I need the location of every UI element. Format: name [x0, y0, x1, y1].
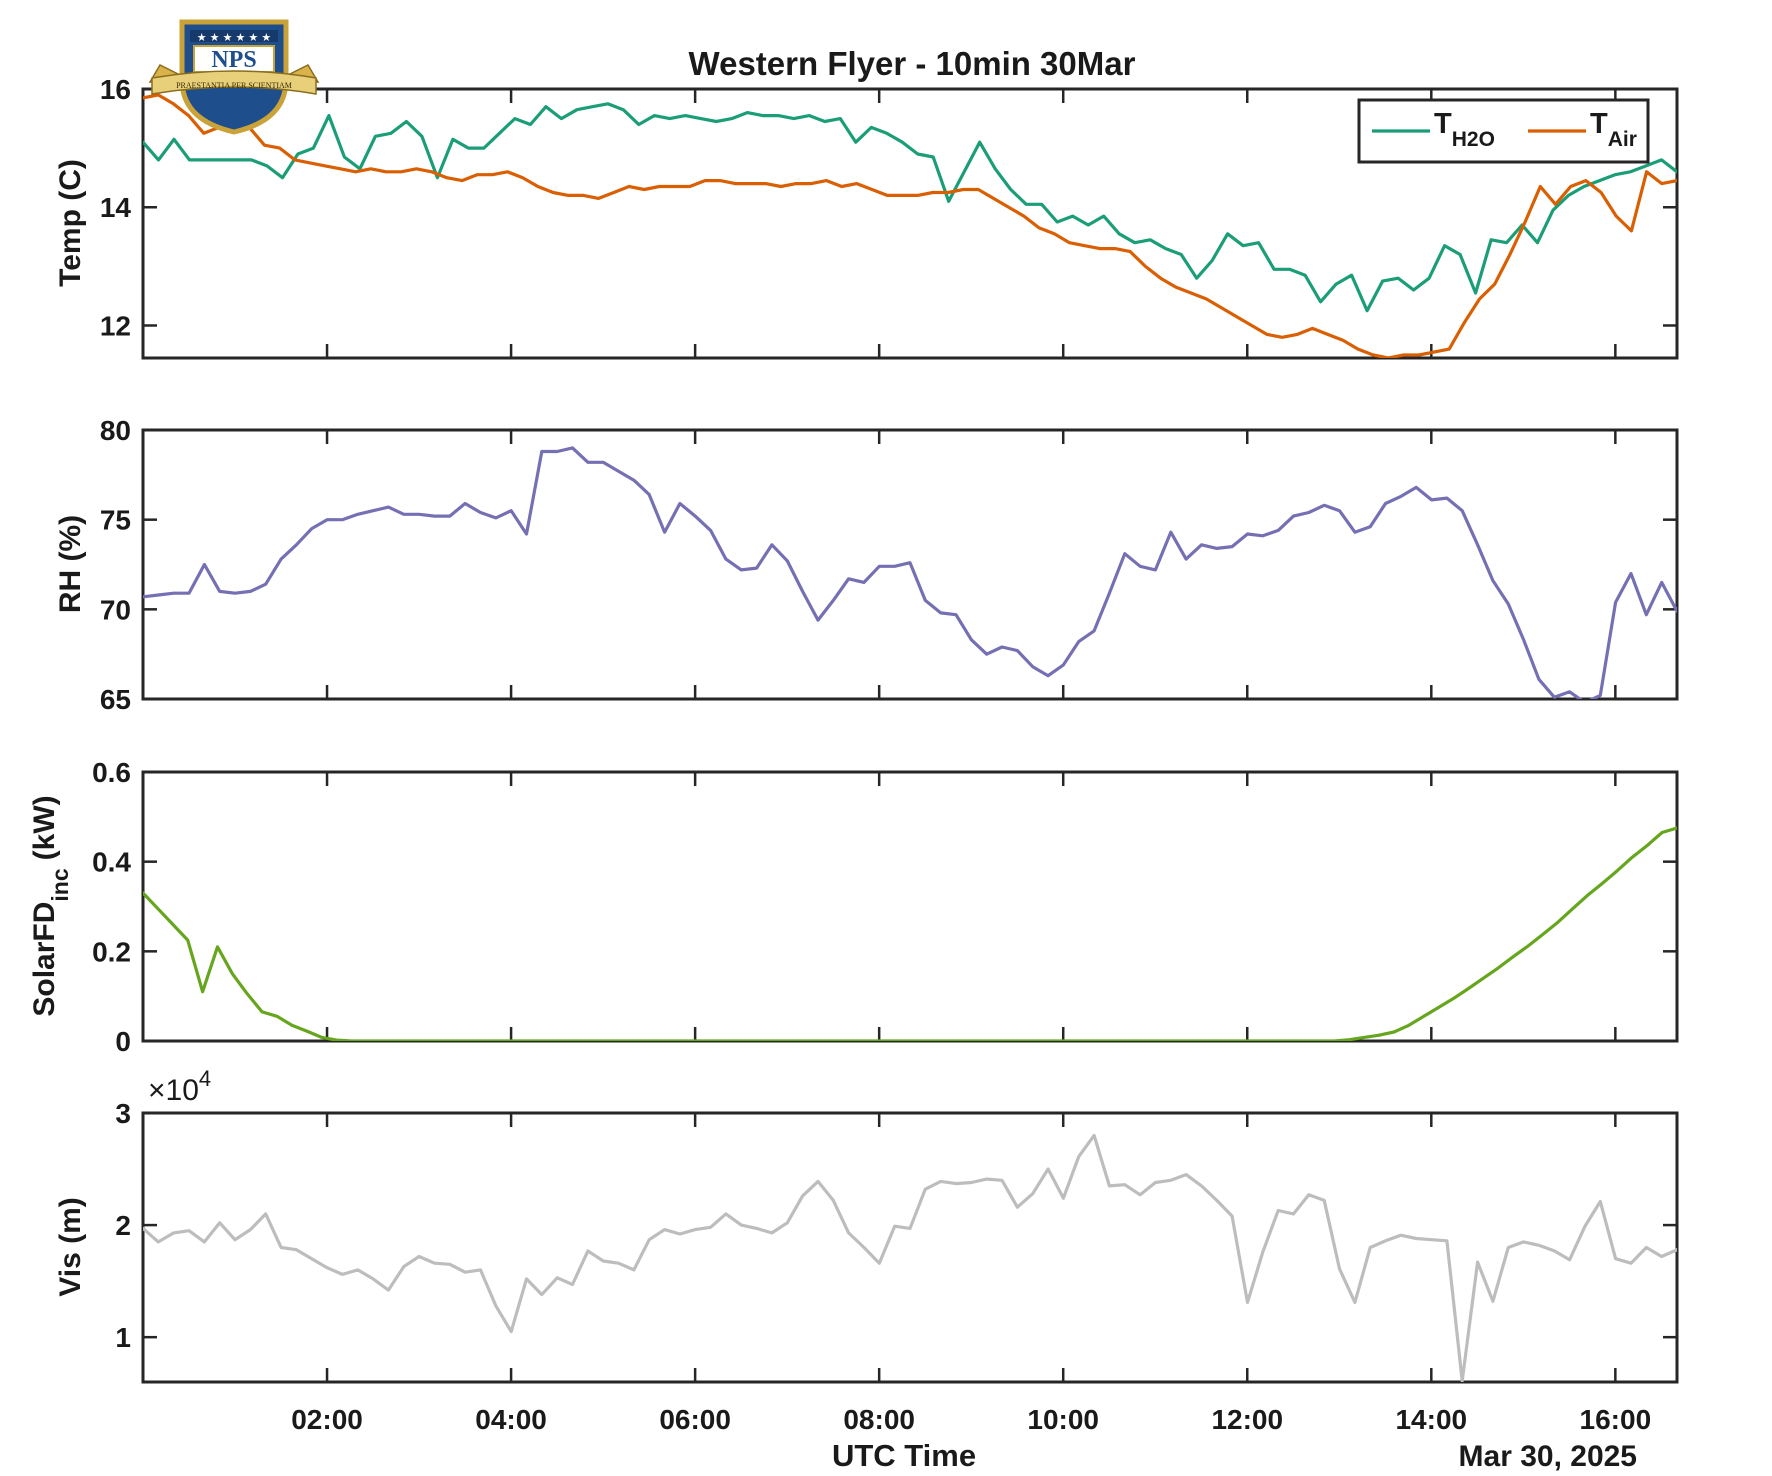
- rh-panel: 65 70 75 80 RH (%): [54, 415, 1679, 715]
- date-label: Mar 30, 2025: [1459, 1440, 1637, 1473]
- vis-ytick-label: 3: [115, 1098, 131, 1129]
- temp-ytick-label: 12: [100, 310, 131, 341]
- logo-star-band: [190, 30, 278, 42]
- temp-ylabel: Temp (C): [54, 159, 87, 287]
- vis-ylabel: Vis (m): [54, 1197, 87, 1296]
- x-axis-label: UTC Time: [832, 1438, 976, 1473]
- temp-legend: TH2O TAir: [1357, 98, 1650, 164]
- vis-ytick-label: 2: [115, 1210, 131, 1241]
- rh-series-line-0: [143, 446, 1677, 699]
- x-tick-label: 14:00: [1395, 1404, 1467, 1435]
- rh-ticks: 65 70 75 80: [100, 415, 1677, 715]
- solar-axes-box: [141, 770, 1679, 1043]
- rh-series-group: [143, 446, 1677, 699]
- x-tick-label: 10:00: [1027, 1404, 1099, 1435]
- vis-series-line-0: [143, 1133, 1677, 1382]
- vis-exponent-label: ×104: [148, 1066, 211, 1107]
- temp-panel: 12 14 16 Temp (C) TH2O TAir: [54, 74, 1679, 360]
- vis-axes-box: [141, 1111, 1679, 1384]
- legend-label-h2o: TH2O: [1434, 108, 1495, 151]
- temp-ytick-label: 14: [100, 192, 132, 223]
- legend-label-air: TAir: [1590, 108, 1637, 151]
- solar-ytick-label: 0.6: [92, 757, 131, 788]
- solar-ytick-label: 0.2: [92, 936, 131, 967]
- rh-ylabel: RH (%): [54, 515, 87, 613]
- solar-series-line-0: [143, 826, 1677, 1041]
- x-tick-label: 08:00: [843, 1404, 915, 1435]
- rh-ytick-label: 65: [100, 684, 131, 715]
- logo-motto-banner: [151, 70, 317, 95]
- vis-panel: 02:00 04:00 06:00 08:00 10:00 12:00 14:00 16:00…: [54, 1066, 1679, 1435]
- logo-text: NPS: [211, 47, 256, 73]
- temp-series-group: [143, 93, 1677, 358]
- x-tick-label: 06:00: [659, 1404, 731, 1435]
- nps-logo: ★ ★ ★ ★ ★ ★ NPS PRAESTANTIA PER SCIENTIA…: [148, 19, 320, 135]
- x-tick-label: 04:00: [475, 1404, 547, 1435]
- logo-motto: PRAESTANTIA PER SCIENTIAM: [176, 81, 292, 90]
- vis-series-group: [143, 1133, 1677, 1382]
- solar-series-group: [143, 826, 1677, 1041]
- figure-title: Western Flyer - 10min 30Mar: [689, 45, 1136, 82]
- solar-ticks: 0 0.2 0.4 0.6: [92, 757, 1677, 1057]
- x-tick-label: 02:00: [291, 1404, 363, 1435]
- vis-ticks: 02:00 04:00 06:00 08:00 10:00 12:00 14:00 16:00…: [115, 1098, 1677, 1435]
- vis-ytick-label: 1: [115, 1322, 131, 1353]
- temp-ticks: 12 14 16: [100, 74, 1677, 358]
- logo-stars: ★ ★ ★ ★ ★ ★: [197, 32, 272, 44]
- rh-ytick-label: 70: [100, 594, 131, 625]
- temp-series-line-0: [143, 102, 1677, 313]
- solar-panel: 0 0.2 0.4 0.6 SolarFDinc(kW): [28, 757, 1679, 1057]
- rh-ytick-label: 80: [100, 415, 131, 446]
- solar-ytick-label: 0.4: [92, 847, 131, 878]
- temp-series-line-1: [143, 93, 1677, 358]
- rh-ytick-label: 75: [100, 505, 131, 536]
- solar-ylabel: SolarFDinc(kW): [28, 795, 73, 1016]
- temp-ytick-label: 16: [100, 74, 131, 105]
- solar-ytick-label: 0: [115, 1026, 131, 1057]
- x-tick-label: 16:00: [1580, 1404, 1652, 1435]
- x-tick-label: 12:00: [1211, 1404, 1283, 1435]
